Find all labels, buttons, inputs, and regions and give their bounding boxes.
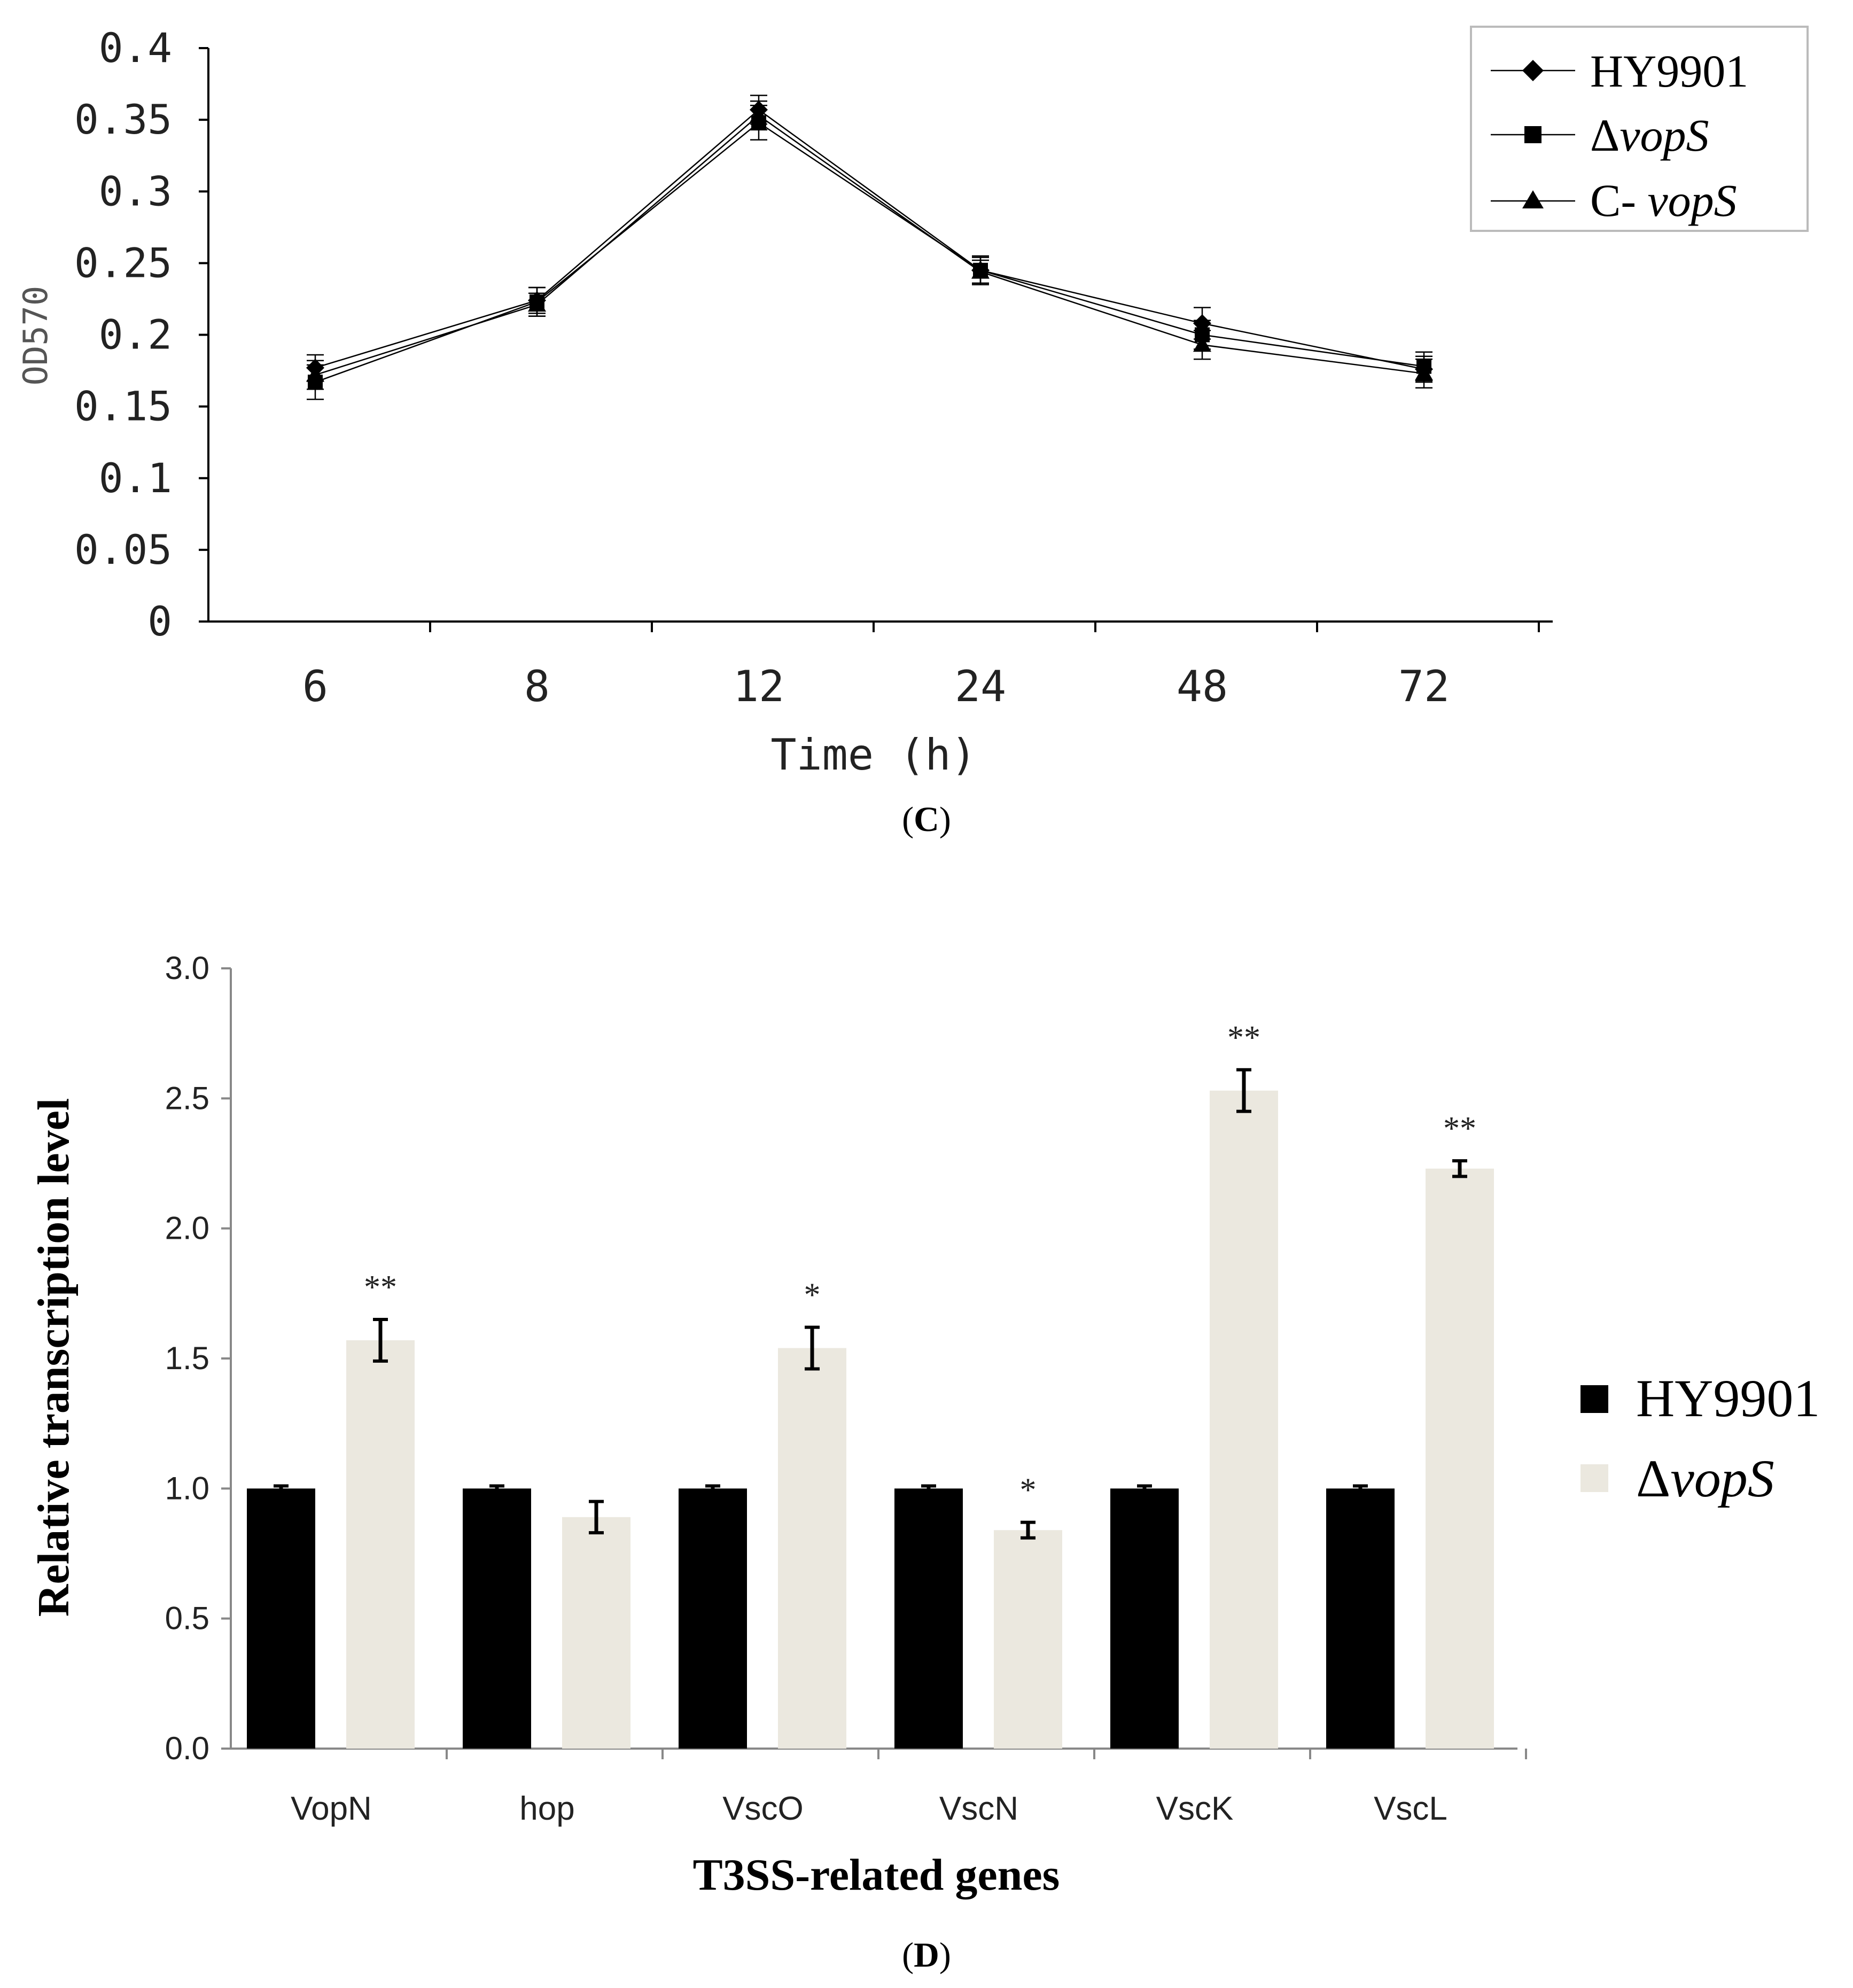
legend: HY9901 ΔvopS C- vopS <box>1470 26 1809 232</box>
y-axis-label: OD570 <box>16 286 55 386</box>
x-tick-label: 6 <box>302 662 328 711</box>
diamond-marker-icon <box>1522 60 1544 81</box>
x-tick-label: 8 <box>524 662 550 711</box>
bar-chart-transcription: 0.00.51.01.52.02.53.0 ** ****** VopN hop Vs… <box>29 950 1820 1975</box>
legend-swatch <box>1580 1385 1608 1413</box>
triangle-marker-icon <box>1193 336 1211 352</box>
bar <box>562 1517 630 1749</box>
y-tick-label: 1.5 <box>165 1340 209 1376</box>
y-tick-label: 0.35 <box>74 96 172 143</box>
series-diamond <box>306 95 1433 383</box>
y-tick-label: 0.1 <box>99 454 172 502</box>
bar <box>1326 1488 1395 1749</box>
legend-label: HY9901 <box>1636 1369 1820 1428</box>
x-tick-label: 24 <box>955 662 1006 711</box>
bar <box>1210 1090 1278 1749</box>
y-tick-label: 0 <box>147 597 172 645</box>
significance-label: * <box>804 1277 821 1314</box>
x-tick-label: VscK <box>1156 1790 1234 1827</box>
bar <box>778 1348 846 1749</box>
y-tick-label: 0.2 <box>99 311 172 359</box>
bar <box>346 1340 415 1749</box>
triangle-marker-icon <box>750 106 768 123</box>
legend-item-delta-vops: ΔvopS <box>1580 1449 1774 1508</box>
series-line <box>315 121 1424 383</box>
bar <box>247 1488 315 1749</box>
bar <box>463 1488 531 1749</box>
y-tick-label: 0.4 <box>99 24 172 72</box>
x-tick-label: VscO <box>722 1790 804 1827</box>
legend-item-delta-vops: ΔvopS <box>1491 110 1709 161</box>
significance-label: ** <box>364 1269 397 1306</box>
x-tick-label: VopN <box>291 1790 372 1827</box>
y-tick-label: 0.25 <box>74 239 172 286</box>
x-axis-label: Time (h) <box>770 730 976 780</box>
bar <box>679 1488 747 1749</box>
legend-label: C- vopS <box>1590 175 1737 226</box>
y-tick-label: 0.05 <box>74 526 172 573</box>
x-tick-label: 72 <box>1398 662 1450 711</box>
panel-label-d: (D) <box>902 1936 951 1975</box>
bar <box>894 1488 963 1749</box>
legend-label: ΔvopS <box>1590 110 1709 161</box>
triangle-marker-icon <box>1522 190 1544 208</box>
x-tick-label: 48 <box>1177 662 1228 711</box>
panel-label-c: (C) <box>902 800 951 839</box>
y-tick-label: 0.0 <box>165 1730 209 1766</box>
series-line <box>315 108 1424 370</box>
bar <box>1110 1488 1179 1749</box>
bar <box>1426 1168 1494 1749</box>
triangle-marker-icon <box>1415 364 1433 380</box>
legend: HY9901 ΔvopS <box>1580 1369 1820 1508</box>
y-tick-label: 0.3 <box>99 167 172 215</box>
x-tick-label: 12 <box>733 662 784 711</box>
triangle-marker-icon <box>306 366 324 382</box>
y-tick-label: 0.5 <box>165 1601 209 1636</box>
x-axis-label: T3SS-related genes <box>693 1850 1060 1900</box>
significance-label: ** <box>1443 1111 1476 1147</box>
y-tick-label: 2.5 <box>165 1080 209 1116</box>
legend-label: ΔvopS <box>1636 1449 1774 1508</box>
y-tick-label: 0.15 <box>74 383 172 430</box>
x-tick-label: hop <box>519 1790 574 1827</box>
legend-swatch <box>1580 1464 1608 1492</box>
y-tick-label: 1.0 <box>165 1470 209 1506</box>
triangle-marker-icon <box>528 296 546 312</box>
series-square <box>307 105 1432 400</box>
series-triangle <box>306 100 1433 390</box>
x-tick-label: VscN <box>939 1790 1018 1827</box>
triangle-marker-icon <box>971 262 990 279</box>
square-marker-icon <box>1524 126 1541 143</box>
y-tick-label: 3.0 <box>165 950 209 986</box>
significance-label: ** <box>1227 1020 1260 1056</box>
line-chart-od570: 0 0.05 0.1 0.15 0.2 0.25 0.3 0.35 0.4 6 8 12 24 48 72… <box>16 24 1809 839</box>
bar <box>994 1530 1062 1749</box>
significance-label: * <box>1020 1472 1037 1509</box>
x-tick-label: VscL <box>1374 1790 1447 1827</box>
legend-label: HY9901 <box>1590 45 1748 97</box>
legend-item-hy9901: HY9901 <box>1491 45 1748 97</box>
y-axis-label: Relative transcription level <box>29 1098 79 1617</box>
legend-item-hy9901: HY9901 <box>1580 1369 1820 1428</box>
series-line <box>315 114 1424 376</box>
y-tick-label: 2.0 <box>165 1210 209 1246</box>
legend-item-c-vops: C- vopS <box>1491 175 1737 226</box>
